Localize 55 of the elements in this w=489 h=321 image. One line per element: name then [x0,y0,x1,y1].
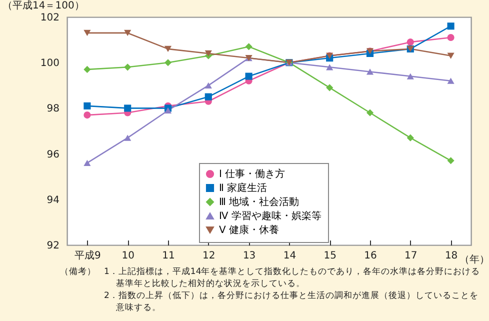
x-tick-label: 15 [324,250,336,262]
legend-label: Ⅴ 健康・休養 [219,224,280,236]
point [164,59,172,66]
point [204,93,212,100]
x-tick-label: 17 [404,250,418,262]
point [124,64,132,71]
legend-label: Ⅱ 家庭生活 [219,182,268,194]
x-tick-label: 18 [444,250,458,262]
point [84,102,91,110]
x-tick-label: 14 [283,250,296,262]
x-axis-title: （年） [460,254,489,266]
point [447,78,454,84]
point [326,84,334,92]
text: （備考） [60,266,97,279]
point [124,134,132,141]
y-tick-label: 102 [40,12,60,24]
y-axis-title: （平成14＝100） [2,0,84,12]
x-tick-label: 16 [364,250,377,262]
y-tick-label: 92 [46,240,60,252]
point [406,134,414,142]
y-tick-label: 94 [46,194,60,206]
text: 2．指数の上昇（低下）は，各分野における仕事と生活の調和が進展（後退）していることを意味する。 [104,290,480,314]
point [366,68,374,75]
point [124,104,132,112]
point [204,50,212,57]
point [124,30,132,36]
point [245,72,252,80]
point [447,34,454,42]
text: 1．上記指標は，平成14年を基準として指数化したものであり，各年の水準は各分野における基準年と比較した相対的な状況を示している。 [104,266,482,290]
x-tick-label: 平成9 [74,250,101,262]
legend-label: Ⅲ 地域・社会活動 [219,196,300,208]
x-tick-label: 10 [122,250,134,262]
point [164,46,172,52]
y-tick-label: 98 [46,104,60,115]
y-tick-label: 100 [40,58,60,70]
point [447,52,454,59]
point [84,112,91,119]
x-tick-label: 11 [162,250,175,262]
x-tick-label: 12 [202,250,216,262]
point [245,43,252,50]
legend-label: Ⅳ 学習や趣味・娯楽等 [219,210,322,222]
point [164,107,172,114]
x-tick-label: 13 [242,250,256,262]
legend-label: Ⅰ 仕事・働き方 [219,168,286,180]
point [447,22,454,30]
point [406,73,414,80]
point [84,160,91,166]
y-tick-label: 96 [46,149,60,160]
point [406,38,414,46]
point [326,64,334,70]
point [366,109,374,116]
point [84,30,91,36]
point [204,82,212,88]
point [447,157,454,164]
point [84,66,91,73]
